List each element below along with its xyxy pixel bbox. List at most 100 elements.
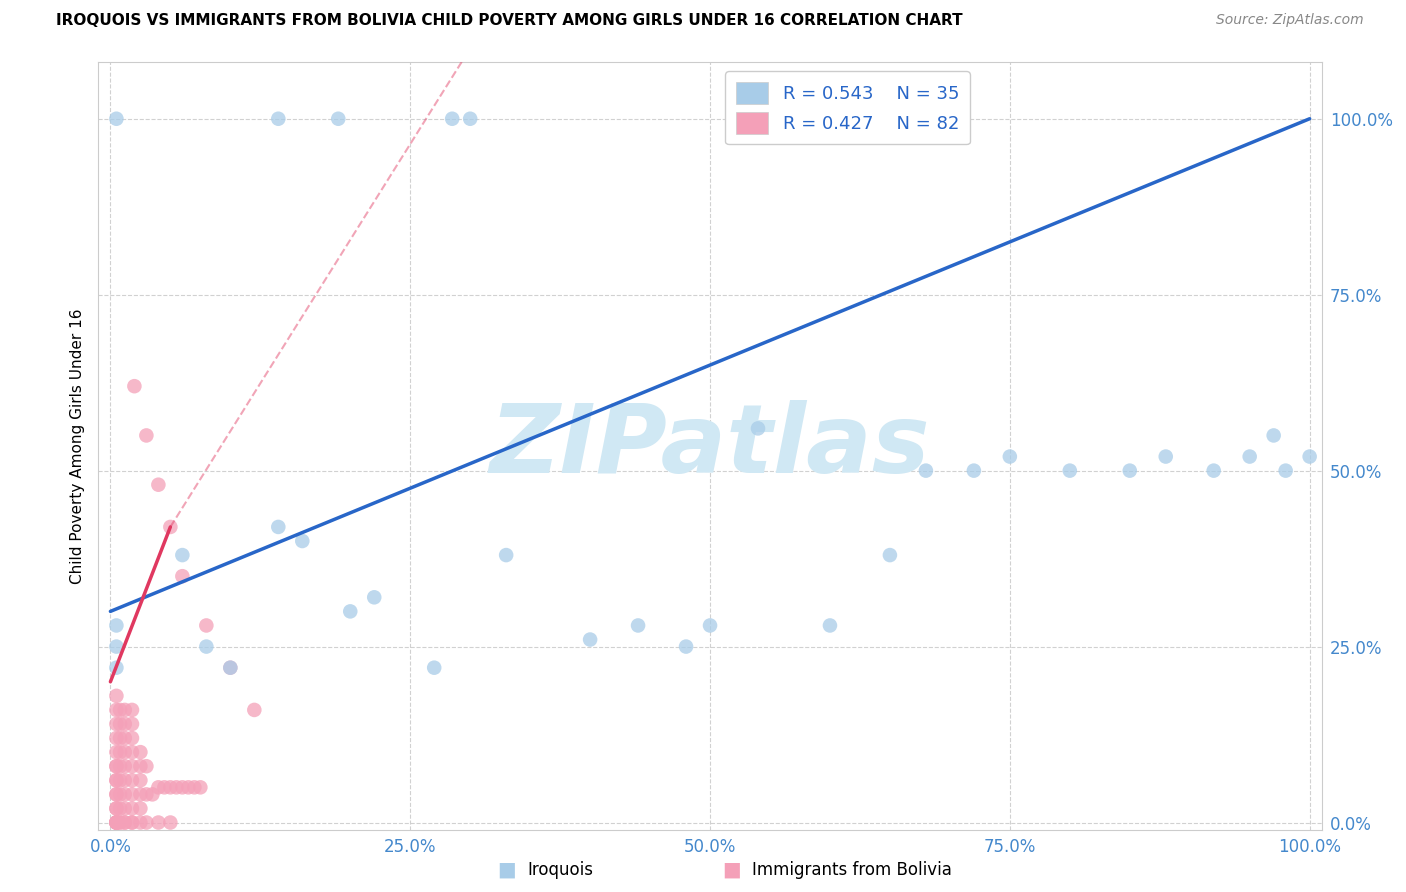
Point [121, 815, 143, 830]
Point [105, 815, 128, 830]
Point [291, 534, 314, 549]
Point [108, 773, 131, 788]
Point [129, 773, 152, 788]
Point [108, 703, 131, 717]
Point [159, 780, 181, 795]
Legend: R = 0.543    N = 35, R = 0.427    N = 82: R = 0.543 N = 35, R = 0.427 N = 82 [725, 71, 970, 145]
Point [114, 815, 136, 830]
Point [1154, 450, 1177, 464]
Point [818, 618, 841, 632]
Point [135, 759, 157, 773]
Point [219, 661, 242, 675]
Point [105, 661, 128, 675]
Point [114, 759, 136, 773]
Point [579, 632, 602, 647]
Point [108, 731, 131, 745]
Point [963, 464, 986, 478]
Text: Immigrants from Bolivia: Immigrants from Bolivia [752, 861, 952, 879]
Point [114, 773, 136, 788]
Text: IROQUOIS VS IMMIGRANTS FROM BOLIVIA CHILD POVERTY AMONG GIRLS UNDER 16 CORRELATI: IROQUOIS VS IMMIGRANTS FROM BOLIVIA CHIL… [56, 13, 963, 29]
Point [121, 717, 143, 731]
Point [915, 464, 938, 478]
Point [105, 815, 128, 830]
Point [1119, 464, 1142, 478]
Point [243, 703, 266, 717]
Point [441, 112, 464, 126]
Point [105, 815, 128, 830]
Point [108, 815, 131, 830]
Point [121, 773, 143, 788]
Point [267, 112, 290, 126]
Point [219, 661, 242, 675]
Point [108, 759, 131, 773]
Point [121, 788, 143, 802]
Point [114, 731, 136, 745]
Point [1239, 450, 1261, 464]
Point [135, 815, 157, 830]
Point [1274, 464, 1296, 478]
Y-axis label: Child Poverty Among Girls Under 16: Child Poverty Among Girls Under 16 [69, 309, 84, 583]
Point [141, 788, 163, 802]
Point [165, 780, 187, 795]
Point [105, 640, 128, 654]
Point [121, 731, 143, 745]
Point [998, 450, 1021, 464]
Point [148, 815, 170, 830]
Text: ▪: ▪ [496, 855, 516, 884]
Point [105, 731, 128, 745]
Point [177, 780, 200, 795]
Text: ▪: ▪ [721, 855, 741, 884]
Point [105, 618, 128, 632]
Point [105, 801, 128, 815]
Point [172, 548, 194, 562]
Point [105, 815, 128, 830]
Point [747, 421, 769, 435]
Point [105, 815, 128, 830]
Point [159, 815, 181, 830]
Point [114, 703, 136, 717]
Point [105, 815, 128, 830]
Point [267, 520, 290, 534]
Point [124, 379, 146, 393]
Text: ZIPatlas: ZIPatlas [489, 400, 931, 492]
Point [114, 717, 136, 731]
Point [363, 591, 385, 605]
Point [105, 112, 128, 126]
Point [114, 815, 136, 830]
Point [108, 815, 131, 830]
Point [1059, 464, 1081, 478]
Point [153, 780, 176, 795]
Point [495, 548, 517, 562]
Point [121, 801, 143, 815]
Point [879, 548, 901, 562]
Point [1202, 464, 1225, 478]
Point [627, 618, 650, 632]
Point [1263, 428, 1285, 442]
Point [114, 745, 136, 759]
Point [105, 689, 128, 703]
Point [188, 780, 211, 795]
Point [105, 773, 128, 788]
Point [675, 640, 697, 654]
Point [183, 780, 205, 795]
Point [129, 745, 152, 759]
Point [105, 801, 128, 815]
Point [195, 618, 218, 632]
Point [105, 815, 128, 830]
Point [105, 759, 128, 773]
Point [148, 477, 170, 491]
Point [129, 801, 152, 815]
Point [423, 661, 446, 675]
Point [108, 801, 131, 815]
Point [114, 801, 136, 815]
Point [699, 618, 721, 632]
Point [121, 815, 143, 830]
Point [458, 112, 481, 126]
Point [172, 780, 194, 795]
Point [121, 703, 143, 717]
Point [105, 745, 128, 759]
Point [148, 780, 170, 795]
Text: Iroquois: Iroquois [527, 861, 593, 879]
Point [108, 717, 131, 731]
Point [328, 112, 350, 126]
